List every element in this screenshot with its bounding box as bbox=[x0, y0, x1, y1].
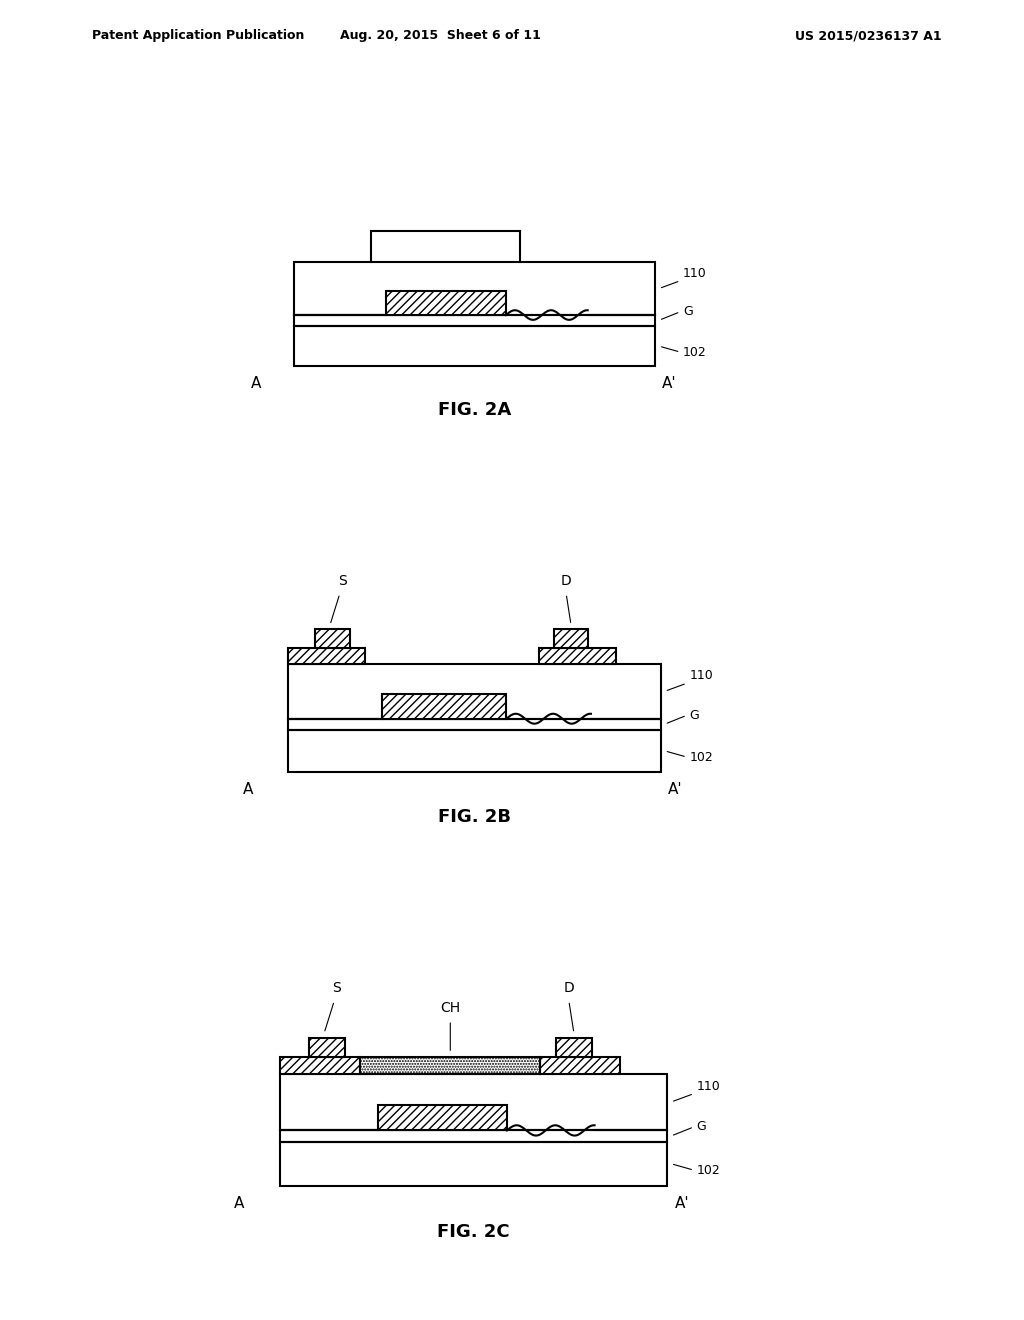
Bar bbox=[288, 718, 660, 730]
Text: A': A' bbox=[668, 781, 683, 797]
Bar bbox=[288, 648, 365, 664]
Bar bbox=[288, 664, 660, 718]
Text: G: G bbox=[696, 1121, 707, 1134]
Bar bbox=[281, 1130, 667, 1142]
Bar bbox=[281, 1142, 667, 1185]
Text: 110: 110 bbox=[683, 267, 707, 280]
Text: D: D bbox=[563, 981, 574, 995]
Text: FIG. 2B: FIG. 2B bbox=[437, 808, 511, 826]
Text: 110: 110 bbox=[689, 669, 713, 682]
Bar bbox=[539, 648, 615, 664]
Text: FIG. 2C: FIG. 2C bbox=[437, 1222, 510, 1241]
Text: US 2015/0236137 A1: US 2015/0236137 A1 bbox=[796, 29, 942, 42]
Bar bbox=[281, 1057, 360, 1073]
Bar bbox=[294, 263, 655, 315]
Text: S: S bbox=[333, 981, 341, 995]
Text: D: D bbox=[561, 574, 571, 589]
Text: A': A' bbox=[663, 376, 677, 391]
Text: A': A' bbox=[675, 1196, 689, 1210]
Bar bbox=[556, 1038, 592, 1057]
Text: CH: CH bbox=[440, 1001, 461, 1015]
Bar bbox=[315, 630, 350, 648]
Text: 102: 102 bbox=[689, 751, 713, 764]
Text: 102: 102 bbox=[683, 346, 707, 359]
Text: G: G bbox=[689, 709, 699, 722]
Text: A: A bbox=[251, 376, 261, 391]
Text: S: S bbox=[338, 574, 347, 589]
Bar bbox=[360, 1057, 541, 1073]
Text: 110: 110 bbox=[696, 1080, 720, 1093]
Text: G: G bbox=[683, 305, 692, 318]
Text: A: A bbox=[243, 781, 253, 797]
Text: A: A bbox=[233, 1196, 244, 1210]
Bar bbox=[288, 730, 660, 772]
Text: Patent Application Publication: Patent Application Publication bbox=[92, 29, 304, 42]
Bar bbox=[386, 290, 506, 315]
Bar bbox=[294, 315, 655, 326]
Bar bbox=[382, 694, 507, 718]
Text: 102: 102 bbox=[696, 1164, 720, 1176]
Bar bbox=[281, 1073, 667, 1130]
Text: FIG. 2A: FIG. 2A bbox=[438, 401, 511, 420]
Bar bbox=[294, 326, 655, 367]
Bar bbox=[554, 630, 589, 648]
Bar bbox=[308, 1038, 345, 1057]
Bar bbox=[541, 1057, 621, 1073]
Bar bbox=[378, 1105, 507, 1130]
Text: Aug. 20, 2015  Sheet 6 of 11: Aug. 20, 2015 Sheet 6 of 11 bbox=[340, 29, 541, 42]
